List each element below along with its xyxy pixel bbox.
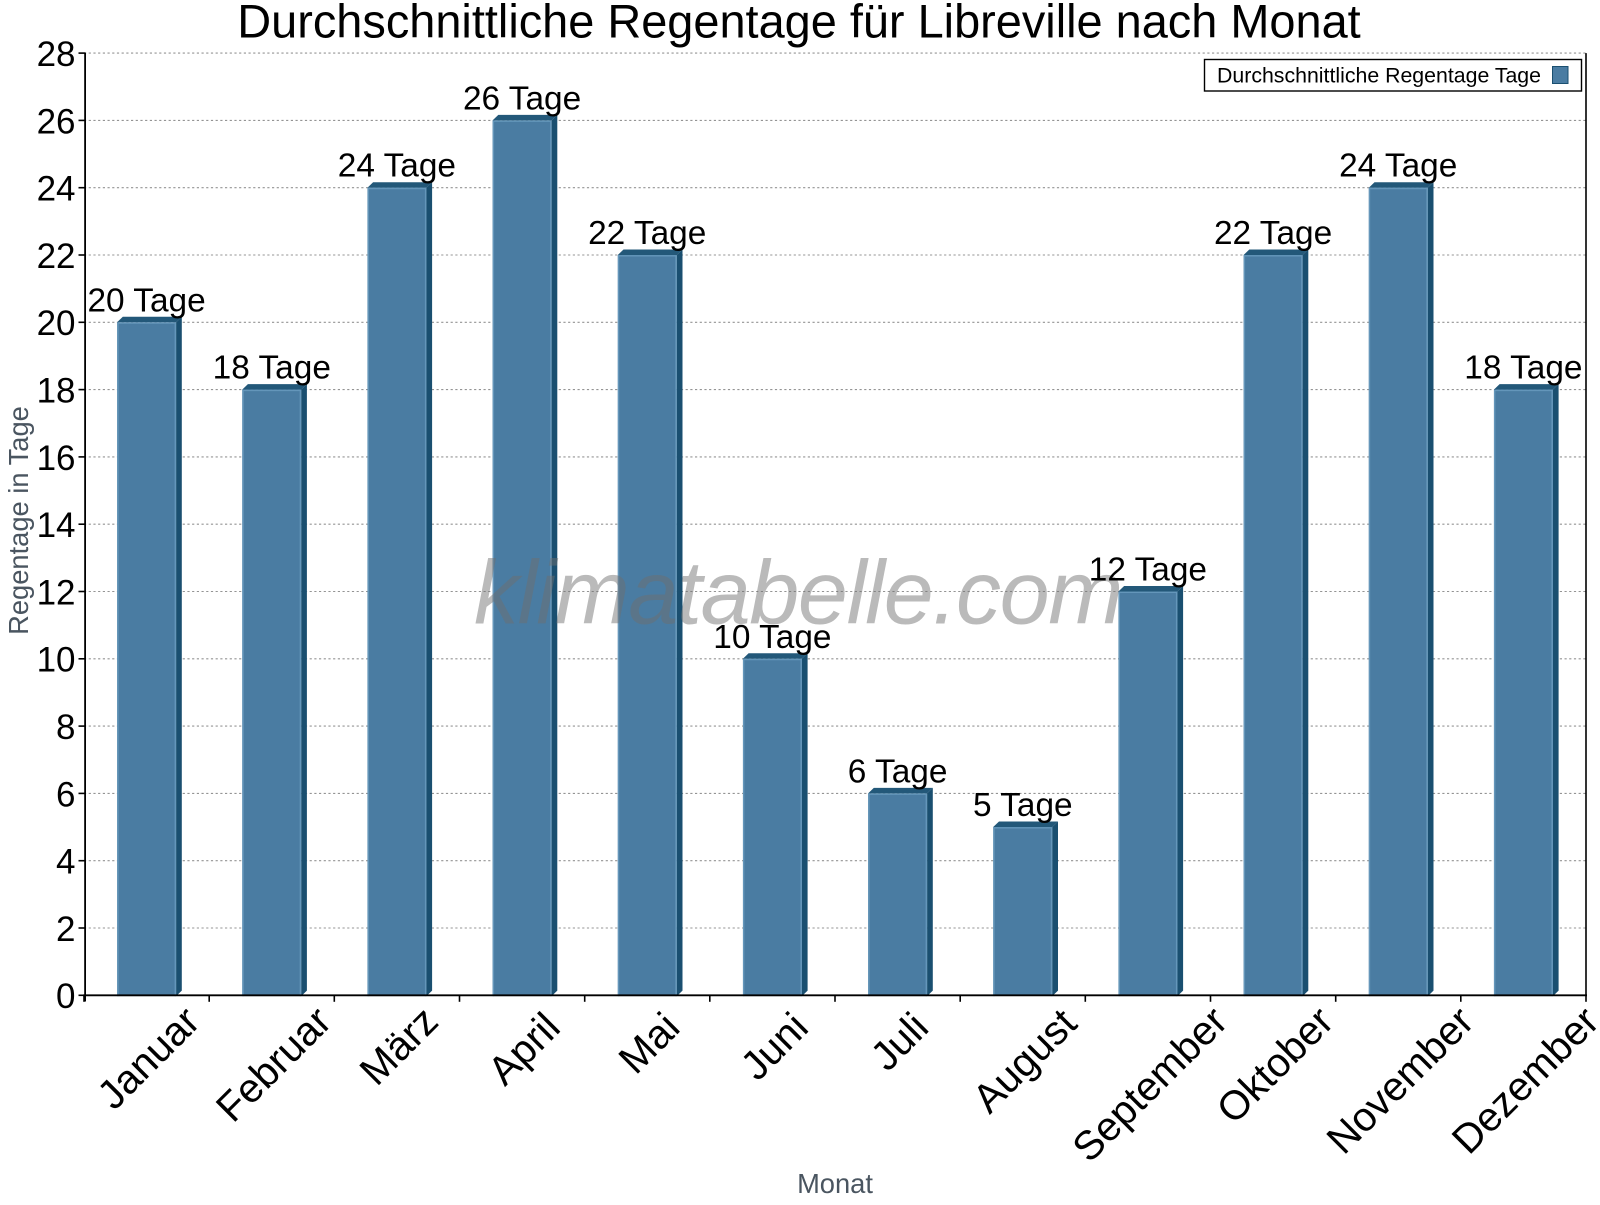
svg-text:12 Tage: 12 Tage xyxy=(1089,552,1207,589)
svg-text:2: 2 xyxy=(56,910,75,949)
svg-text:24 Tage: 24 Tage xyxy=(338,148,456,185)
svg-text:0: 0 xyxy=(56,977,75,1016)
svg-text:klimatabelle.com: klimatabelle.com xyxy=(474,544,1122,644)
svg-text:20 Tage: 20 Tage xyxy=(87,282,205,319)
svg-text:26 Tage: 26 Tage xyxy=(463,80,581,117)
svg-text:18 Tage: 18 Tage xyxy=(1464,350,1582,387)
svg-text:16: 16 xyxy=(37,439,76,478)
svg-text:10: 10 xyxy=(37,641,76,680)
svg-text:Regentage in Tage: Regentage in Tage xyxy=(3,406,34,635)
svg-text:5 Tage: 5 Tage xyxy=(973,787,1073,824)
svg-text:28: 28 xyxy=(37,35,76,74)
svg-text:12: 12 xyxy=(37,573,76,612)
svg-text:Monat: Monat xyxy=(797,1168,873,1199)
svg-text:4: 4 xyxy=(56,843,75,882)
svg-text:6: 6 xyxy=(56,775,75,814)
svg-text:Durchschnittliche Regentage fü: Durchschnittliche Regentage für Librevil… xyxy=(237,0,1360,48)
svg-text:Durchschnittliche Regentage Ta: Durchschnittliche Regentage Tage xyxy=(1217,64,1541,88)
svg-text:22 Tage: 22 Tage xyxy=(588,215,706,252)
svg-text:24 Tage: 24 Tage xyxy=(1339,148,1457,185)
svg-text:10 Tage: 10 Tage xyxy=(713,619,831,656)
svg-text:24: 24 xyxy=(37,170,76,209)
svg-text:8: 8 xyxy=(56,708,75,747)
svg-text:26: 26 xyxy=(37,102,76,141)
svg-text:18: 18 xyxy=(37,372,76,411)
svg-text:22 Tage: 22 Tage xyxy=(1214,215,1332,252)
svg-text:18 Tage: 18 Tage xyxy=(213,350,331,387)
svg-text:20: 20 xyxy=(37,304,76,343)
svg-text:6 Tage: 6 Tage xyxy=(848,753,948,790)
svg-text:14: 14 xyxy=(37,506,76,545)
svg-text:22: 22 xyxy=(37,237,76,276)
